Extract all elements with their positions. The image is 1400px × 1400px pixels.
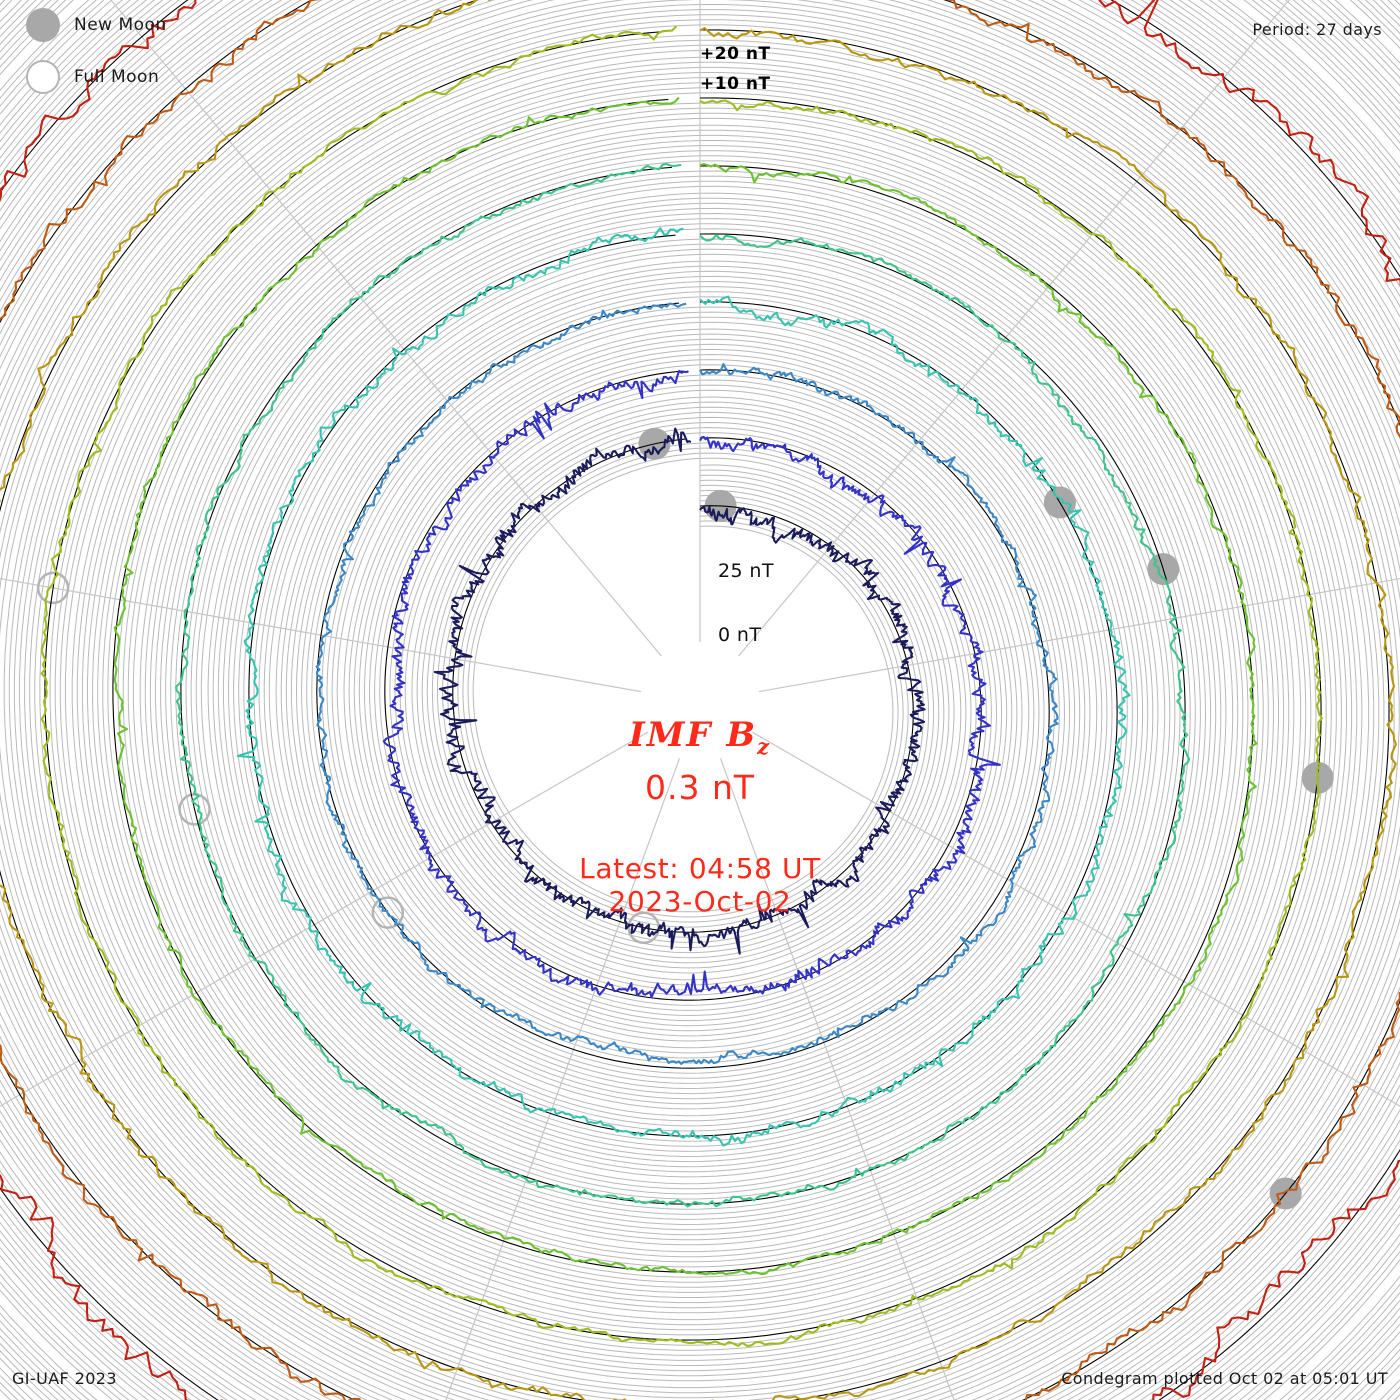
new-moon-icon (26, 8, 60, 42)
trace-baseline (452, 438, 914, 933)
data-trace (113, 96, 1258, 1276)
trace-baseline (44, 30, 1322, 1341)
radial-axis-label-20nt: +20 nT (700, 44, 771, 64)
radial-axis-label-10nt: +10 nT (700, 74, 771, 94)
full-moon-marker (36, 571, 70, 605)
legend-item-full-moon: Full Moon (26, 60, 159, 94)
scalebar-bottom-label: 0 nT (718, 624, 762, 646)
footer-credit-left: GI-UAF 2023 (12, 1369, 117, 1388)
legend-label-new-moon: New Moon (74, 15, 167, 35)
legend-label-full-moon: Full Moon (74, 67, 160, 87)
data-trace (382, 369, 1001, 999)
period-label: Period: 27 days (1252, 20, 1382, 39)
full-moon-icon (26, 60, 60, 94)
data-trace (175, 162, 1191, 1208)
legend-item-new-moon: New Moon (26, 8, 167, 42)
data-trace (40, 25, 1323, 1347)
footer-credit-right: Condegram plotted Oct 02 at 05:01 UT (1061, 1369, 1388, 1388)
trace-baseline (316, 302, 1050, 1069)
data-trace (315, 302, 1059, 1065)
data-trace (433, 427, 926, 955)
full-moon-marker (371, 896, 405, 929)
data-trace (236, 227, 1131, 1147)
scalebar-top-label: 25 nT (718, 560, 774, 582)
